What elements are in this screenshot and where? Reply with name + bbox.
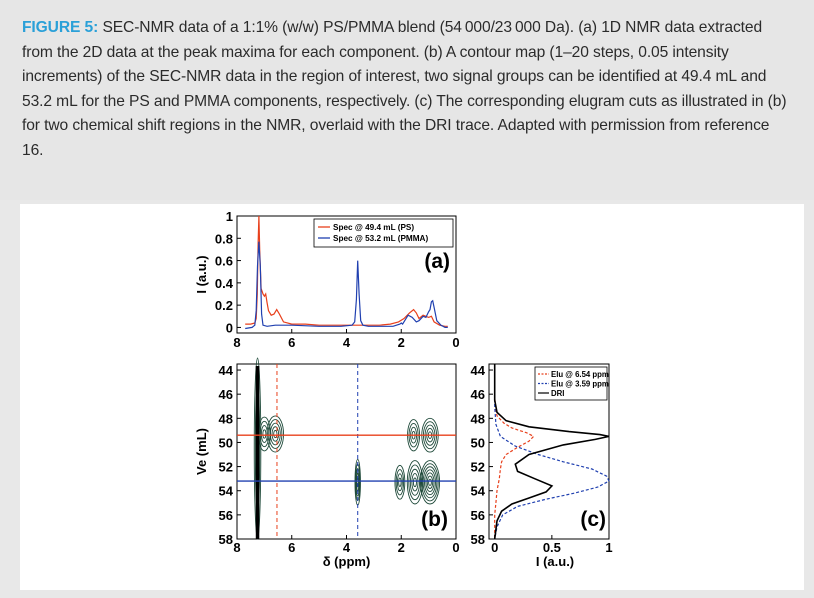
contour-level xyxy=(260,425,268,443)
xtick-b-label: 4 xyxy=(343,540,351,555)
contour-level xyxy=(422,466,438,499)
ytick-c-label: 58 xyxy=(471,532,485,547)
panel-label-a: (a) xyxy=(424,250,450,273)
ytick-c-label: 48 xyxy=(471,411,485,426)
ytick-b-label: 44 xyxy=(219,363,234,378)
contour-level xyxy=(394,464,406,500)
xtick-b-label: 6 xyxy=(288,540,295,555)
contour-level xyxy=(408,464,422,501)
xtick-a-label: 6 xyxy=(288,335,295,350)
ytick-b-label: 54 xyxy=(219,484,234,499)
ytick-c-label: 52 xyxy=(471,460,485,475)
xtick-a-label: 8 xyxy=(233,335,240,350)
legend-a-box xyxy=(313,218,454,248)
xtick-a-label: 2 xyxy=(398,335,405,350)
figure-caption: FIGURE 5: SEC-NMR data of a 1:1% (w/w) P… xyxy=(22,16,794,164)
ytick-a-label: 0.8 xyxy=(215,231,233,246)
panel-label-b: (b) xyxy=(421,508,448,531)
legend-a-label: Spec @ 53.2 mL (PMMA) xyxy=(333,234,428,243)
contour-level xyxy=(396,473,403,492)
contour-level xyxy=(395,469,405,496)
contour-level xyxy=(424,469,436,496)
legend-c-label: Elu @ 3.59 ppm xyxy=(551,380,609,389)
ytick-c-label: 56 xyxy=(471,508,485,523)
contour-level xyxy=(406,460,424,505)
xtick-c-label: 0 xyxy=(491,540,498,555)
ytick-c-label: 50 xyxy=(471,435,485,450)
figure-panel: 1 0.8 0.6 0.4 0.2 0 8 6 4 2 0 I (a.u.) Spec @ 49.4 m… xyxy=(20,204,804,590)
ylabel-b: Ve (mL) xyxy=(194,428,209,475)
figure-label: FIGURE 5: xyxy=(22,19,99,36)
series-c-3-line xyxy=(493,364,610,540)
xtick-c-label: 1 xyxy=(605,540,612,555)
ytick-a-label: 1 xyxy=(226,209,233,224)
xtick-b-label: 8 xyxy=(233,540,240,555)
xtick-a-label: 0 xyxy=(452,335,459,350)
contour-level xyxy=(412,477,417,488)
contour-level xyxy=(428,478,432,486)
caption-box: FIGURE 5: SEC-NMR data of a 1:1% (w/w) P… xyxy=(0,0,814,200)
xtick-c-label: 0.5 xyxy=(543,540,561,555)
xlabel-b: δ (ppm) xyxy=(323,554,371,569)
plot-c-frame xyxy=(488,363,610,540)
series-c-1-line xyxy=(494,364,535,539)
ytick-b-label: 52 xyxy=(219,460,233,475)
xlabel-c: I (a.u.) xyxy=(536,554,574,569)
ylabel-a: I (a.u.) xyxy=(194,255,209,293)
ytick-b-label: 48 xyxy=(219,411,233,426)
contour-level xyxy=(425,472,435,493)
contour-level xyxy=(398,477,402,487)
ytick-b-label: 58 xyxy=(219,532,233,547)
ytick-a-label: 0 xyxy=(226,320,233,335)
ytick-a-label: 0.6 xyxy=(215,254,233,269)
series-c-2-line xyxy=(494,364,610,540)
ytick-a-label: 0.2 xyxy=(215,298,233,313)
xtick-b-label: 2 xyxy=(398,540,405,555)
ytick-b-label: 50 xyxy=(219,435,233,450)
contour-level xyxy=(426,475,434,489)
contour-level xyxy=(409,468,420,496)
legend-c-label: DRI xyxy=(551,389,564,398)
ytick-a-label: 0.4 xyxy=(215,276,234,291)
caption-body: SEC-NMR data of a 1:1% (w/w) PS/PMMA ble… xyxy=(22,19,787,159)
legend-c-label: Elu @ 6.54 ppm xyxy=(551,370,609,379)
contour-level xyxy=(355,468,360,497)
contour-level xyxy=(419,460,441,505)
contour-level xyxy=(268,419,283,449)
contour-level xyxy=(269,422,281,446)
contour-level xyxy=(411,473,419,492)
contour-level xyxy=(271,426,280,442)
ytick-c-label: 54 xyxy=(471,484,486,499)
xtick-a-label: 4 xyxy=(343,335,351,350)
contour-level xyxy=(421,463,439,502)
contour-level xyxy=(262,429,267,439)
ytick-b-label: 46 xyxy=(219,387,233,402)
series-a-2-line xyxy=(245,241,448,330)
figure-svg: 10.80.60.40.208 6 4 2 0I (a.u.)Spec @ 49.4 m… xyxy=(194,209,613,569)
contour-level xyxy=(266,415,284,453)
ytick-c-label: 44 xyxy=(471,363,486,378)
legend-a-label: Spec @ 49.4 mL (PS) xyxy=(333,223,414,232)
ytick-b-label: 56 xyxy=(219,508,233,523)
ytick-c-label: 46 xyxy=(471,387,485,402)
xtick-b-label: 0 xyxy=(452,540,459,555)
panel-label-c: (c) xyxy=(580,508,606,531)
